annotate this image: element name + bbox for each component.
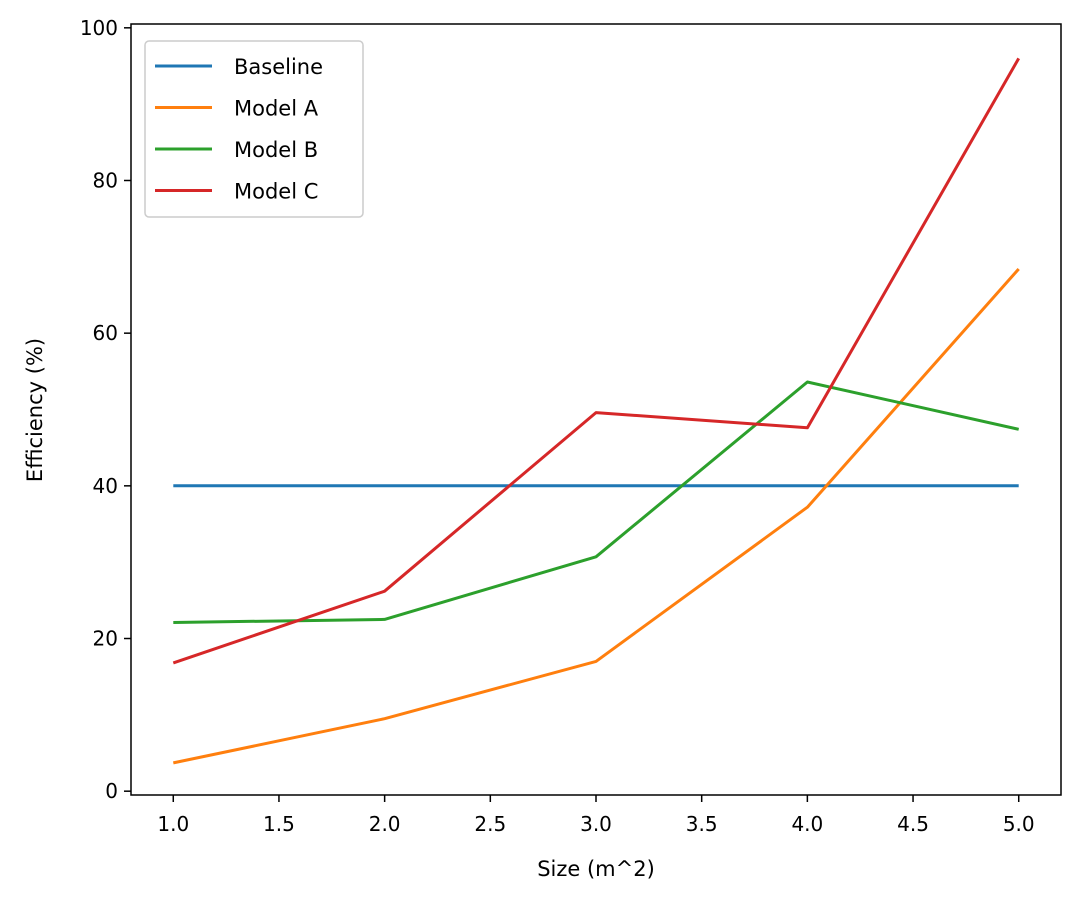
y-tick-label: 20 [93,627,118,651]
legend-label-baseline: Baseline [234,55,323,79]
y-tick-label: 40 [93,474,118,498]
x-tick-label: 3.0 [580,812,612,836]
y-tick-label: 0 [105,779,118,803]
series-line-model-a [172,268,1020,765]
legend: Baseline Model A Model B Model C [144,40,364,218]
y-axis-label: Efficiency (%) [23,338,47,482]
x-axis-label: Size (m^2) [537,857,655,881]
legend-label-model-c: Model C [234,180,318,204]
x-tick-label: 3.5 [686,812,718,836]
legend-box [144,40,364,218]
series-line-model-c [172,57,1021,665]
legend-label-model-b: Model B [234,138,318,162]
x-tick-label: 4.0 [791,812,823,836]
y-tick-label: 60 [93,321,118,345]
y-tick-label: 80 [93,168,118,192]
x-tick-label: 2.0 [369,812,401,836]
x-tick-label: 1.0 [157,812,189,836]
x-axis-ticks: 1.0 1.5 2.0 2.5 3.0 3.5 4.0 4.5 5.0 [157,795,1035,836]
legend-label-model-a: Model A [234,97,319,121]
series-layer [172,57,1021,765]
x-tick-label: 2.5 [474,812,506,836]
y-axis-ticks: 0 20 40 60 80 100 [80,16,131,803]
x-tick-label: 1.5 [263,812,295,836]
y-tick-label: 100 [80,16,118,40]
series-line-model-b [173,380,1020,624]
x-tick-label: 4.5 [897,812,929,836]
x-tick-label: 5.0 [1003,812,1035,836]
